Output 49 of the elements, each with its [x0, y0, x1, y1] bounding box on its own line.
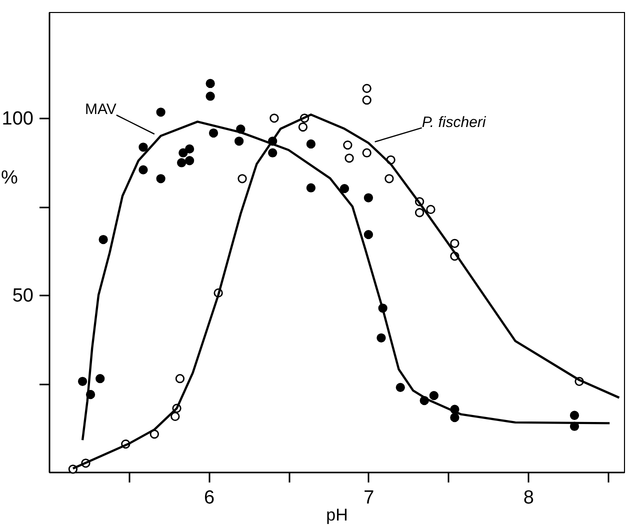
point	[414, 208, 424, 218]
point	[175, 374, 185, 384]
point	[234, 136, 244, 146]
annotation: P. fischeri	[422, 114, 486, 131]
point	[343, 140, 352, 150]
point	[156, 174, 166, 184]
x-axis-title: pH	[326, 506, 348, 524]
point	[96, 374, 105, 384]
point	[184, 156, 194, 166]
point	[450, 238, 460, 248]
point	[344, 154, 354, 163]
point	[396, 382, 405, 392]
point	[98, 234, 108, 244]
y-tick-label: 50	[12, 286, 34, 307]
point	[364, 230, 374, 240]
point	[298, 122, 308, 132]
point	[376, 333, 386, 342]
point	[362, 96, 372, 105]
point	[170, 412, 180, 422]
y-axis-title: %	[1, 168, 18, 188]
point	[270, 114, 279, 123]
point	[362, 84, 372, 93]
point	[208, 128, 218, 138]
point	[206, 78, 215, 88]
point	[426, 204, 436, 214]
point	[206, 92, 215, 101]
x-tick-label: 8	[523, 488, 534, 508]
x-tick-label: 6	[204, 488, 215, 508]
point	[384, 174, 394, 184]
point	[340, 184, 350, 194]
point	[138, 142, 148, 152]
point	[238, 174, 247, 184]
annotation: MAV	[85, 101, 116, 118]
x-tick-label: 7	[364, 488, 374, 508]
point	[570, 410, 580, 420]
point	[362, 148, 372, 158]
point	[184, 144, 194, 154]
point	[306, 183, 316, 192]
point	[156, 108, 166, 117]
point	[268, 148, 278, 158]
point	[178, 148, 188, 158]
point	[450, 412, 460, 422]
point	[429, 391, 439, 400]
point	[364, 193, 374, 202]
point	[78, 376, 88, 386]
point	[306, 139, 316, 149]
point	[138, 165, 148, 174]
point	[176, 158, 186, 168]
y-tick-label: 100	[2, 108, 34, 130]
